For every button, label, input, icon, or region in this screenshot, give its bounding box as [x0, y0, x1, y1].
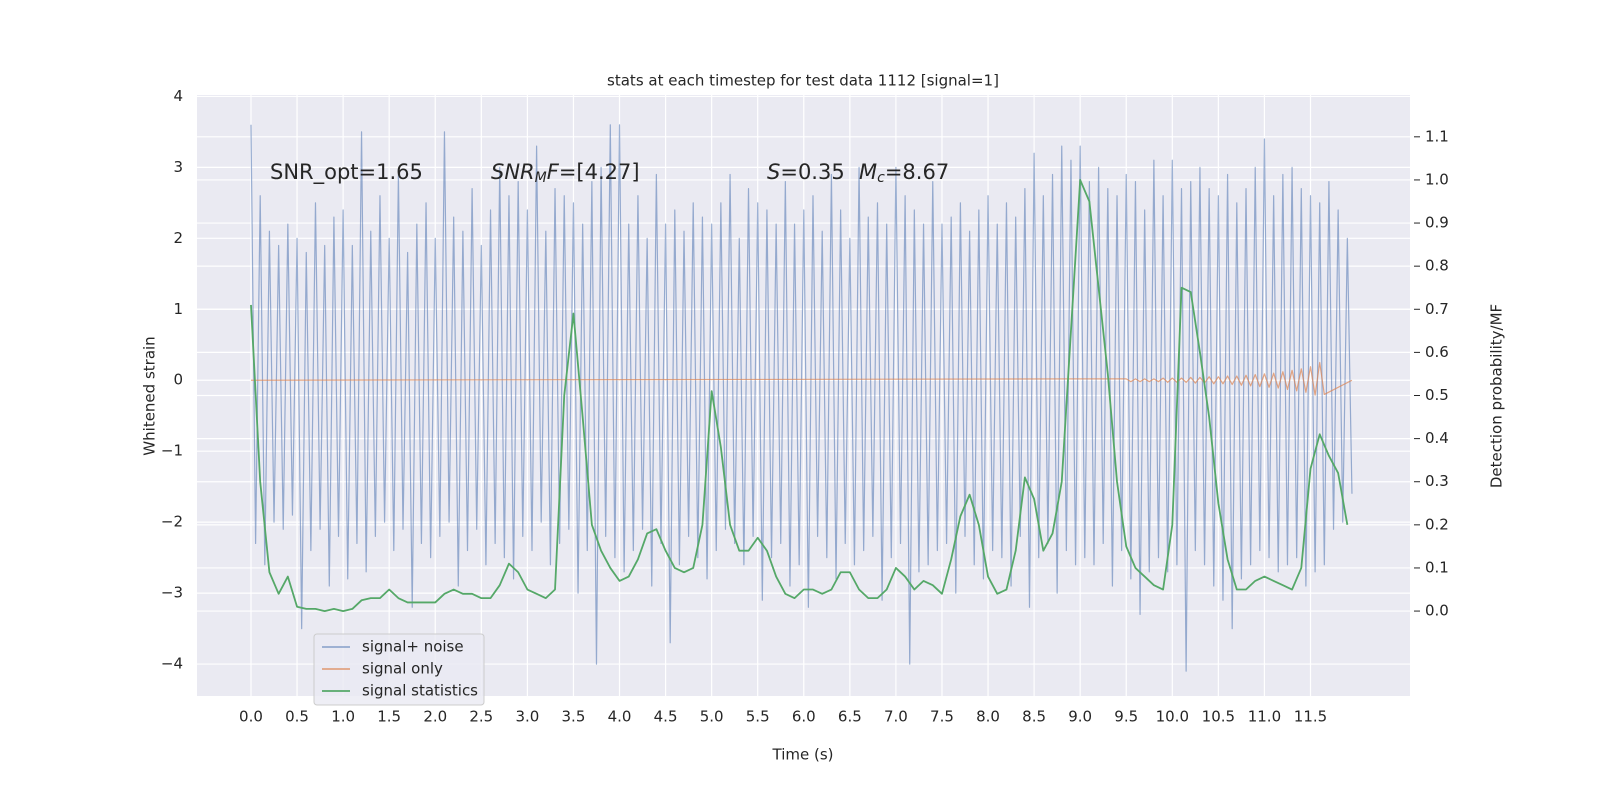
x-tick-label: 1.5: [377, 708, 401, 726]
annotation-part: c: [877, 170, 885, 186]
annotation: Mc=8.67: [859, 160, 949, 186]
x-tick-label: 9.0: [1068, 708, 1092, 726]
series-line: [250, 179, 1349, 612]
legend-label: signal+ noise: [362, 638, 464, 656]
y2-tick-label: 0.4: [1425, 429, 1449, 447]
y-tick-label: −3: [161, 584, 183, 602]
x-axis-label: Time (s): [772, 746, 834, 764]
annotation-part: =8.67: [885, 160, 949, 184]
x-tick-label: 2.5: [469, 708, 493, 726]
y2-tick-label: 0.5: [1425, 386, 1449, 404]
x-tick-label: 4.0: [608, 708, 632, 726]
x-tick-label: 5.5: [746, 708, 770, 726]
x-tick-label: 9.5: [1114, 708, 1138, 726]
x-tick-label: 1.0: [331, 708, 355, 726]
y-tick-label: 3: [173, 158, 183, 176]
y-tick-label: −1: [161, 442, 183, 460]
series-line: [250, 361, 1353, 396]
y2-tick-label: 0.6: [1425, 343, 1449, 361]
annotation: S=0.35: [767, 160, 845, 184]
x-tick-label: 3.0: [515, 708, 539, 726]
annotation: SNRMF=[4.27]: [491, 160, 640, 186]
x-tick-label: 6.5: [838, 708, 862, 726]
legend-label: signal only: [362, 660, 443, 678]
x-tick-label: 11.0: [1248, 708, 1281, 726]
x-tick-label: 4.5: [654, 708, 678, 726]
y2-axis-label: Detection probability/MF: [1488, 304, 1506, 488]
y2-tick-label: 0.2: [1425, 515, 1449, 533]
legend-box: [313, 633, 485, 706]
x-tick-label: 2.0: [423, 708, 447, 726]
annotation-part: =[4.27]: [559, 160, 640, 184]
chart-title: stats at each timestep for test data 111…: [607, 72, 999, 90]
x-tick-label: 8.5: [1022, 708, 1046, 726]
x-tick-label: 0.5: [285, 708, 309, 726]
x-tick-label: 3.5: [562, 708, 586, 726]
annotation: SNR_opt=1.65: [270, 160, 423, 185]
y-tick-label: −4: [161, 655, 183, 673]
y2-tick-label: 1.0: [1425, 170, 1449, 188]
annotation-part: M: [535, 170, 547, 186]
x-tick-label: 10.0: [1156, 708, 1189, 726]
y-tick-label: 4: [173, 87, 183, 105]
y2-tick-label: 0.0: [1425, 602, 1449, 620]
series-line: [250, 124, 1353, 672]
annotation-part: SNR_opt=1.65: [270, 160, 423, 185]
annotation-part: F: [547, 160, 560, 184]
y-tick-label: −2: [161, 513, 183, 531]
y2-tick-label: 0.8: [1425, 257, 1449, 275]
y2-tick-label: 0.1: [1425, 558, 1449, 576]
annotation-part: SNR: [491, 160, 535, 184]
y-axis-label: Whitened strain: [141, 336, 159, 455]
y2-tick-label: 0.3: [1425, 472, 1449, 490]
annotation-part: =0.35: [780, 160, 844, 184]
x-tick-label: 7.5: [930, 708, 954, 726]
y-tick-label: 2: [173, 229, 183, 247]
x-tick-label: 0.0: [239, 708, 263, 726]
y2-tick-label: 0.7: [1425, 300, 1449, 318]
y2-tick-label: 1.1: [1425, 127, 1449, 145]
x-tick-label: 7.0: [884, 708, 908, 726]
annotation-part: S: [767, 160, 780, 184]
x-tick-label: 6.0: [792, 708, 816, 726]
x-tick-label: 10.5: [1202, 708, 1235, 726]
x-tick-label: 8.0: [976, 708, 1000, 726]
y-tick-label: 1: [173, 300, 183, 318]
x-tick-label: 5.0: [700, 708, 724, 726]
annotation-part: M: [859, 160, 877, 184]
y-tick-label: 0: [173, 371, 183, 389]
x-tick-label: 11.5: [1294, 708, 1327, 726]
legend-label: signal statistics: [362, 682, 478, 700]
y2-tick-label: 0.9: [1425, 214, 1449, 232]
